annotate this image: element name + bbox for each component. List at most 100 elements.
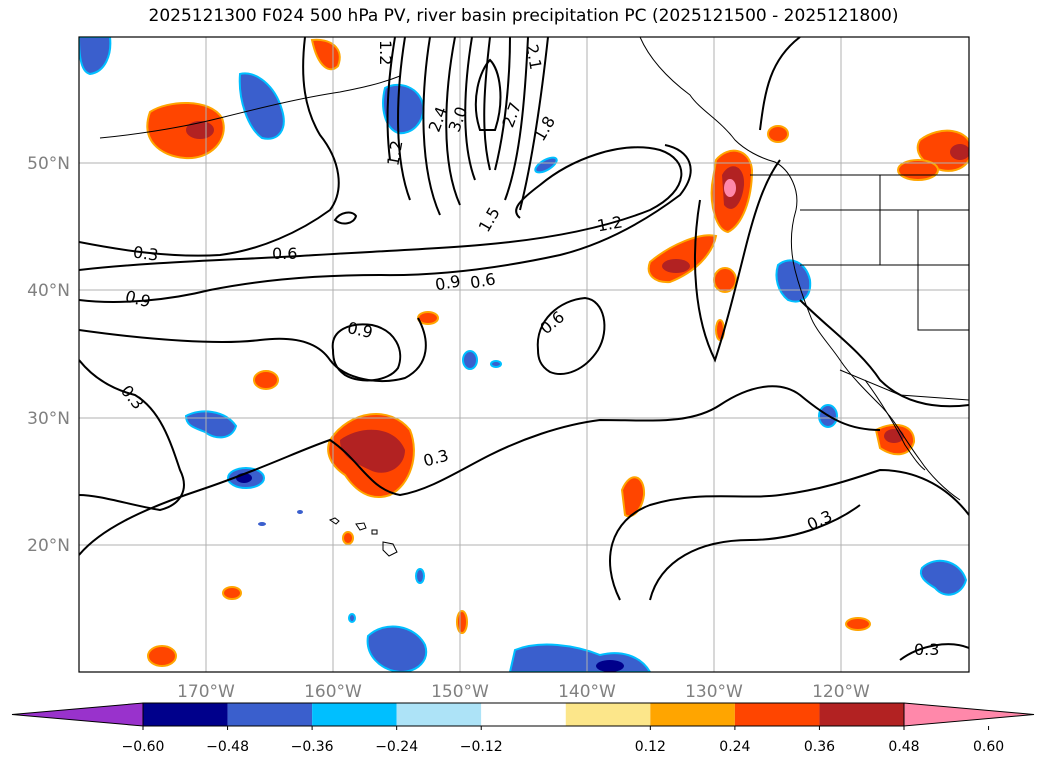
lat-label: 40°N <box>27 281 70 301</box>
contour-label: 1.2 <box>376 40 395 65</box>
pv-contour-2.4 <box>464 37 476 181</box>
contour-label: 0.6 <box>469 269 497 292</box>
pv-contour-0.3 <box>79 37 340 257</box>
precip-blob <box>382 83 425 135</box>
contour-label: 0.3 <box>132 242 160 264</box>
precip-blob-core <box>662 259 690 273</box>
colorbar-segment <box>819 703 904 726</box>
aleutian-islands <box>99 75 401 139</box>
colorbar-tick-label: −0.36 <box>291 739 334 755</box>
precip-blob <box>147 645 177 667</box>
colorbar-tick-label: 0.12 <box>635 739 666 755</box>
colorbar-frame <box>142 702 905 727</box>
precip-blob <box>534 156 558 174</box>
precip-blob-core <box>186 121 214 139</box>
contour-label: 0.6 <box>272 244 297 263</box>
precip-blob <box>222 586 242 600</box>
pv-contour-0.3-west <box>79 359 185 512</box>
map-panel[interactable]: 0.3 0.6 0.9 0.6 0.9 0.9 0.6 0.3 0.3 0.3 … <box>79 37 972 672</box>
lon-label: 170°W <box>177 682 235 702</box>
pv-contour-1.8 <box>422 37 549 216</box>
pv-contour-2.7 <box>483 37 511 171</box>
contour-label: 1.2 <box>596 212 624 235</box>
precip-blob <box>713 267 737 293</box>
precip-blob <box>490 360 502 368</box>
pv-contour-1.2 <box>386 37 396 161</box>
precip-blob-core <box>884 429 904 443</box>
colorbar-tick-label: 0.60 <box>973 739 1004 755</box>
colorbar-segment <box>312 703 397 726</box>
colorbar-tick-label: −0.60 <box>122 739 165 755</box>
pv-contour-east <box>759 37 969 408</box>
pv-contour-1.5 <box>397 37 411 201</box>
colorbar-segment <box>481 703 566 726</box>
pv-contour-vertical <box>694 159 781 363</box>
precip-blob <box>366 625 428 672</box>
pv-contour-2.1 <box>445 37 529 206</box>
colorbar-tick-label: −0.48 <box>206 739 249 755</box>
contour-label: 1.2 <box>383 139 406 167</box>
lon-label: 150°W <box>431 682 489 702</box>
hawaii-island <box>328 517 340 525</box>
colorbar: −0.60 −0.48 −0.36 −0.24 −0.12 0.12 0.24 0.36 0.4… <box>11 702 1035 755</box>
contour-label: 0.3 <box>914 640 939 659</box>
precip-blob-core <box>596 660 624 672</box>
colorbar-tick-label: 0.48 <box>888 739 919 755</box>
precip-blob <box>348 613 356 623</box>
contour-label: 0.9 <box>346 318 375 342</box>
precip-positive-blobs <box>146 38 969 667</box>
pv-contour-0.3-south <box>79 385 881 556</box>
pv-contour-0.6 <box>79 146 683 271</box>
lon-label: 130°W <box>685 682 743 702</box>
colorbar-tick-label: −0.12 <box>460 739 503 755</box>
pv-contour-loop <box>333 211 358 225</box>
precip-blob <box>342 531 354 545</box>
lat-label: 50°N <box>27 154 70 174</box>
map-frame <box>78 36 970 673</box>
pv-contour-3.0 <box>474 58 502 131</box>
pv-contours <box>79 37 969 661</box>
pv-contour-0.3-southeast <box>609 468 969 601</box>
colorbar-tick-label: 0.36 <box>804 739 835 755</box>
map-background <box>79 37 969 672</box>
precip-blob <box>462 350 478 370</box>
precip-blob <box>146 102 225 160</box>
precip-blob <box>79 37 112 76</box>
latitude-labels: 50°N 40°N 30°N 20°N <box>27 154 70 556</box>
colorbar-segment <box>565 703 651 726</box>
precip-blob-core <box>340 429 405 473</box>
precip-blob <box>258 522 266 526</box>
precip-blob <box>415 568 425 584</box>
precip-blob <box>297 510 303 514</box>
lat-label: 30°N <box>27 409 70 429</box>
state-border <box>917 210 969 331</box>
colorbar-segment <box>143 703 228 726</box>
longitude-labels: 170°W 160°W 150°W 140°W 130°W 120°W <box>177 682 870 702</box>
precip-blob-max <box>724 179 736 197</box>
pv-contour-0.9-loop <box>331 323 402 382</box>
colorbar-segment <box>227 703 313 726</box>
na-west-coast <box>790 209 961 501</box>
colorbar-segment <box>396 703 482 726</box>
contour-label: 2.1 <box>522 43 545 71</box>
hawaii-island <box>355 522 367 531</box>
hawaii-island <box>382 541 398 557</box>
colorbar-extend-low <box>11 702 144 727</box>
pv-contour-0.3-corner <box>899 643 969 661</box>
map-title: 2025121300 F024 500 hPa PV, river basin … <box>148 6 899 26</box>
precip-blob <box>238 72 285 140</box>
precip-blob <box>456 610 468 634</box>
pv-contour-0.9 <box>79 144 692 303</box>
precip-blob <box>845 617 871 631</box>
precip-blob <box>916 129 969 172</box>
precip-blob <box>919 559 968 596</box>
alaska-coast <box>639 37 798 211</box>
lat-label: 20°N <box>27 536 70 556</box>
pv-contour-0.6-loop <box>536 296 606 375</box>
precip-blob <box>253 370 279 390</box>
contour-label: 0.9 <box>434 271 462 294</box>
lon-label: 140°W <box>558 682 616 702</box>
colorbar-segment <box>650 703 735 726</box>
colorbar-tick-label: −0.24 <box>375 739 418 755</box>
